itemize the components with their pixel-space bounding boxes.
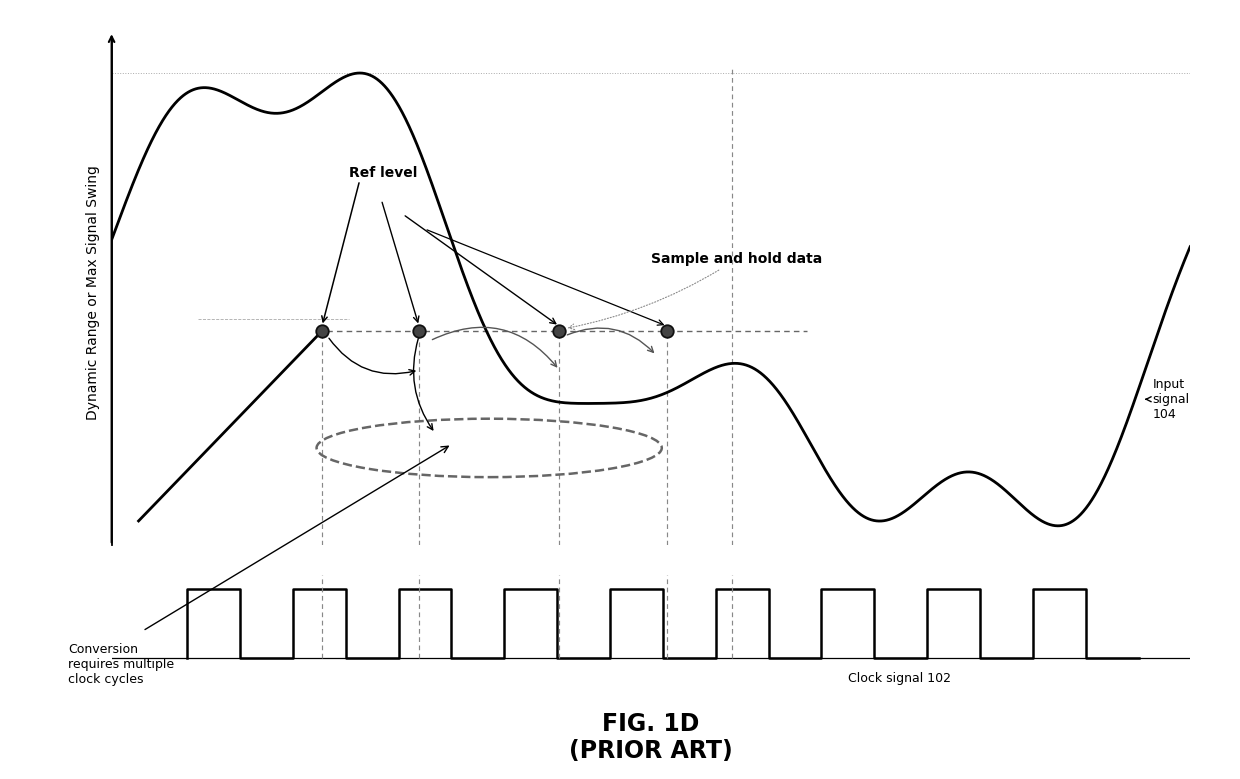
Text: Input
signal
104: Input signal 104: [1146, 378, 1189, 421]
Text: Conversion
requires multiple
clock cycles: Conversion requires multiple clock cycle…: [68, 643, 175, 686]
Text: (PRIOR ART): (PRIOR ART): [569, 739, 733, 763]
Y-axis label: Dynamic Range or Max Signal Swing: Dynamic Range or Max Signal Swing: [87, 164, 100, 420]
Text: Ref level: Ref level: [348, 166, 418, 180]
Text: Sample and hold data: Sample and hold data: [569, 252, 822, 330]
Text: Clock signal 102: Clock signal 102: [848, 672, 951, 685]
Text: FIG. 1D: FIG. 1D: [603, 712, 699, 736]
